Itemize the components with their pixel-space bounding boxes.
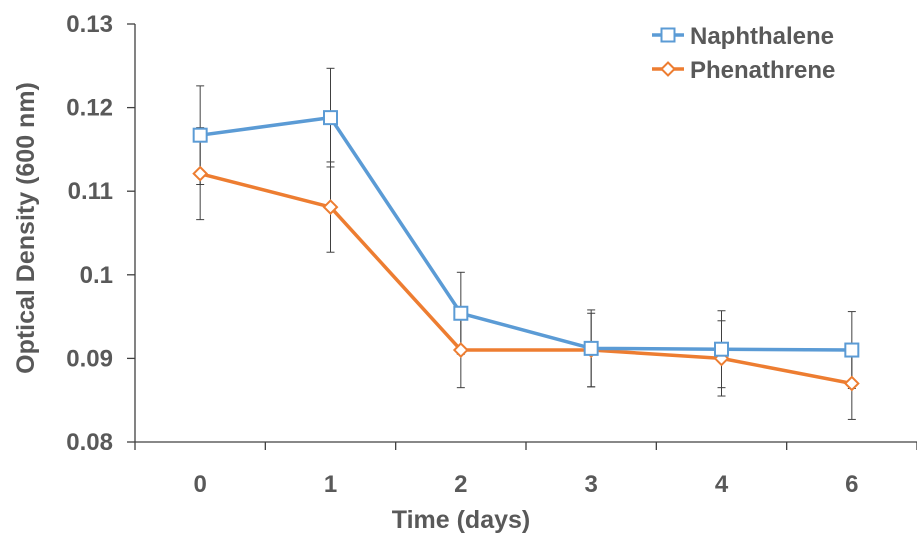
y-tick-label: 0.09	[66, 345, 113, 372]
y-tick-label: 0.11	[68, 178, 113, 205]
y-axis-title: Optical Density (600 nm)	[12, 82, 40, 374]
data-point	[453, 305, 469, 321]
data-point	[192, 165, 209, 182]
x-tick-label: 2	[454, 471, 467, 498]
x-tick-label: 3	[584, 471, 597, 498]
legend: Naphthalene Phenathrene	[652, 23, 835, 84]
legend-item-phenathrene: Phenathrene	[652, 57, 835, 84]
data-point	[844, 342, 860, 358]
data-point	[714, 341, 729, 357]
x-axis-title: Time (days)	[392, 506, 530, 534]
error-bars-phenathrene	[196, 127, 856, 420]
plot-area	[192, 67, 860, 420]
y-tick-label: 0.1	[80, 262, 113, 289]
data-point	[452, 342, 469, 358]
y-tick-label: 0.12	[66, 95, 113, 122]
x-tick-label: 4	[715, 471, 729, 498]
data-point	[192, 127, 208, 143]
series-points-phenathrene	[192, 165, 860, 392]
data-point	[323, 110, 338, 126]
data-point	[583, 340, 599, 356]
legend-marker	[660, 61, 676, 77]
error-bars-naphthalene	[196, 67, 856, 389]
x-tick-label: 6	[845, 471, 858, 498]
series-points-naphthalene	[192, 110, 860, 358]
x-tick-label: 0	[193, 471, 206, 498]
axes: 0.08 0.09 0.1 0.11 0.12 0.13 0 1 2 3 4 6	[66, 11, 917, 498]
data-point	[322, 199, 339, 215]
series-line-phenathrene	[199, 171, 853, 386]
data-point	[843, 375, 860, 392]
legend-item-naphthalene: Naphthalene	[652, 23, 834, 50]
y-tick-label: 0.13	[66, 11, 113, 38]
legend-label: Phenathrene	[690, 57, 835, 84]
legend-label: Naphthalene	[690, 23, 834, 50]
x-tick-label: 1	[324, 471, 337, 498]
legend-marker	[660, 27, 676, 43]
y-tick-label: 0.08	[66, 429, 113, 456]
series-line-naphthalene	[199, 115, 852, 352]
